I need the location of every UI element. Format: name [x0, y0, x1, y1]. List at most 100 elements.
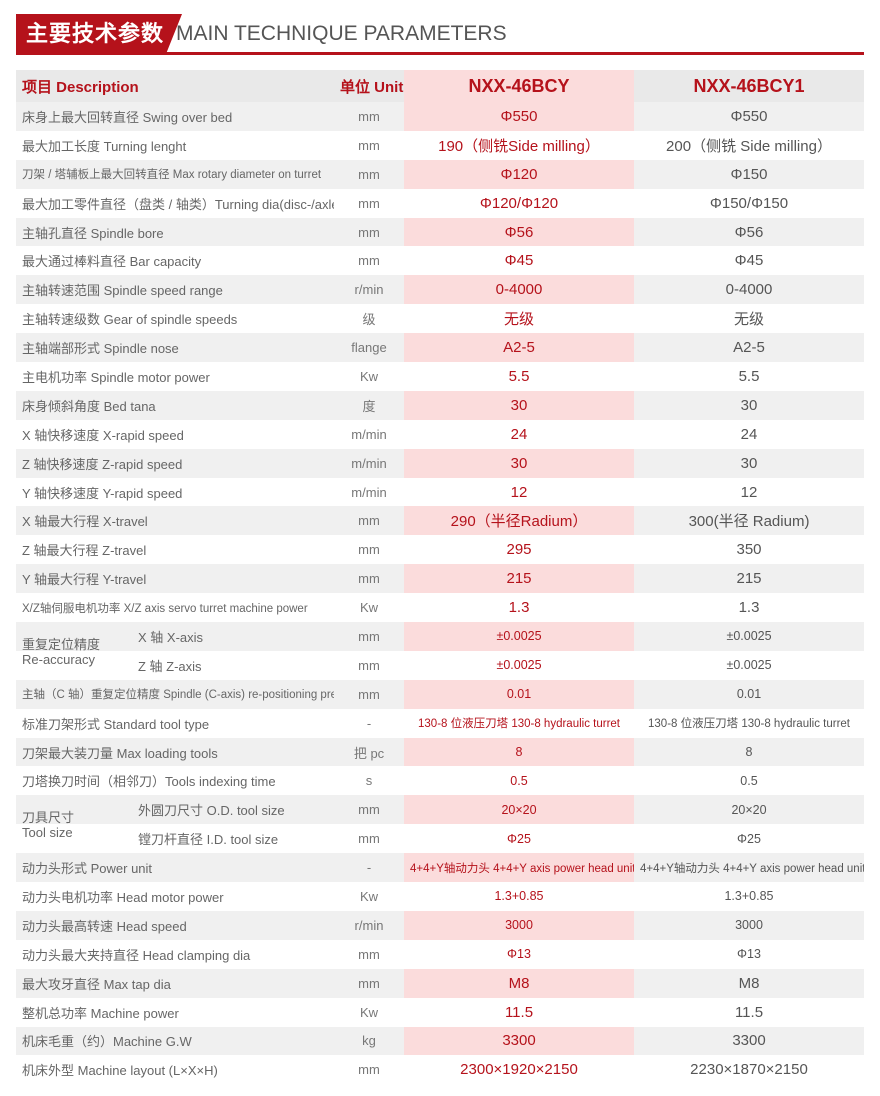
row-value-model-1: 295: [404, 535, 634, 565]
row-unit: mm: [334, 564, 404, 594]
row-value-model-2: Φ56: [634, 217, 864, 247]
table-row: 重复定位精度 X 轴 X-axis mm ±0.0025 ±0.0025: [16, 622, 864, 651]
table-row: 刀架最大装刀量 Max loading tools 把 pc 8 8: [16, 737, 864, 767]
row-value-model-2: 215: [634, 564, 864, 594]
table-row: 整机总功率 Machine power Kw 11.5 11.5: [16, 997, 864, 1027]
row-value-model-1: 3300: [404, 1026, 634, 1056]
row-unit: Kw: [334, 882, 404, 911]
table-row: 主电机功率 Spindle motor power Kw 5.5 5.5: [16, 362, 864, 391]
row-value-model-1: Φ120: [404, 159, 634, 189]
row-description: 动力头最高转速 Head speed: [16, 910, 334, 940]
row-value-model-1: 215: [404, 564, 634, 594]
section-header: 主要技术参数 MAIN TECHNIQUE PARAMETERS: [16, 14, 864, 56]
row-description: 动力头形式 Power unit: [16, 853, 334, 883]
row-value-model-2: 2230×1870×2150: [634, 1055, 864, 1085]
row-description: Tool size 镗刀杆直径 I.D. tool size: [16, 824, 334, 854]
row-value-model-1: 8: [404, 737, 634, 767]
row-value-model-1: 4+4+Y轴动力头 4+4+Y axis power head unit: [404, 853, 634, 883]
table-row: 主轴转速级数 Gear of spindle speeds 级无级 无级: [16, 304, 864, 334]
row-unit: m/min: [334, 448, 404, 478]
row-value-model-2: M8: [634, 968, 864, 998]
row-description: 动力头电机功率 Head motor power: [16, 882, 334, 911]
row-unit: -: [334, 708, 404, 738]
row-value-model-1: Φ25: [404, 824, 634, 854]
row-value-model-1: 11.5: [404, 997, 634, 1027]
row-value-model-1: 30: [404, 448, 634, 478]
row-description: 最大加工长度 Turning lenght: [16, 130, 334, 160]
row-description: 床身上最大回转直径 Swing over bed: [16, 102, 334, 131]
row-unit: mm: [334, 159, 404, 189]
table-row: Re-accuracy Z 轴 Z-axis mm ±0.0025 ±0.0025: [16, 650, 864, 680]
row-description: 主轴端部形式 Spindle nose: [16, 333, 334, 363]
row-description: 刀架最大装刀量 Max loading tools: [16, 737, 334, 767]
header-model-2: NXX-46BCY1: [634, 70, 864, 102]
row-value-model-1: 3000: [404, 910, 634, 940]
row-description: Re-accuracy Z 轴 Z-axis: [16, 650, 334, 680]
table-row: Y 轴快移速度 Y-rapid speed m/min 12 12: [16, 477, 864, 507]
parameters-table: 项目 Description 单位 Unit NXX-46BCY NXX-46B…: [16, 70, 864, 1085]
row-unit: mm: [334, 679, 404, 709]
row-unit: mm: [334, 939, 404, 969]
row-unit: 度: [334, 390, 404, 420]
row-unit: 级: [334, 304, 404, 334]
row-value-model-1: 0.01: [404, 679, 634, 709]
table-row: 最大通过棒料直径 Bar capacity mm Φ45 Φ45: [16, 246, 864, 276]
row-description: 主电机功率 Spindle motor power: [16, 362, 334, 391]
row-value-model-2: 3000: [634, 910, 864, 940]
row-value-model-2: 0.01: [634, 679, 864, 709]
row-description: 主轴（C 轴）重复定位精度 Spindle (C-axis) re-positi…: [16, 679, 334, 709]
table-row: 主轴转速范围 Spindle speed range r/min 0-4000 0-4…: [16, 275, 864, 305]
row-value-model-1: 5.5: [404, 362, 634, 391]
row-unit: mm: [334, 246, 404, 276]
row-value-model-2: ±0.0025: [634, 622, 864, 651]
table-row: 最大加工零件直径（盘类 / 轴类）Turning dia(disc-/axle)…: [16, 188, 864, 218]
row-value-model-1: 290（半径Radium）: [404, 506, 634, 536]
row-value-model-2: 5.5: [634, 362, 864, 391]
row-description: 最大通过棒料直径 Bar capacity: [16, 246, 334, 276]
row-value-model-2: 24: [634, 419, 864, 449]
row-description: 刀塔换刀时间（相邻刀）Tools indexing time: [16, 766, 334, 796]
group-label-en: Re-accuracy: [22, 651, 95, 667]
row-value-model-2: 8: [634, 737, 864, 767]
row-description: 标准刀架形式 Standard tool type: [16, 708, 334, 738]
header-description: 项目 Description: [16, 70, 334, 102]
row-description: 主轴转速范围 Spindle speed range: [16, 275, 334, 305]
table-row: 动力头最大夹持直径 Head clamping dia mm Φ13 Φ13: [16, 939, 864, 969]
row-value-model-1: ±0.0025: [404, 622, 634, 651]
row-description: 动力头最大夹持直径 Head clamping dia: [16, 939, 334, 969]
row-description: 刀架 / 塔辅板上最大回转直径 Max rotary diameter on t…: [16, 159, 334, 189]
row-unit: mm: [334, 968, 404, 998]
row-value-model-2: Φ150: [634, 159, 864, 189]
row-unit: m/min: [334, 419, 404, 449]
row-description: X/Z轴伺服电机功率 X/Z axis servo turret machine…: [16, 593, 334, 623]
row-value-model-1: ±0.0025: [404, 650, 634, 680]
row-value-model-1: 190（侧铣Side milling）: [404, 130, 634, 160]
row-description: 机床外型 Machine layout (L×X×H): [16, 1055, 334, 1085]
row-unit: r/min: [334, 275, 404, 305]
row-value-model-1: 1.3: [404, 593, 634, 623]
row-description: Z 轴快移速度 Z-rapid speed: [16, 448, 334, 478]
table-row: X/Z轴伺服电机功率 X/Z axis servo turret machine…: [16, 593, 864, 623]
table-row: 刀架 / 塔辅板上最大回转直径 Max rotary diameter on t…: [16, 159, 864, 189]
row-description: 机床毛重（约）Machine G.W: [16, 1026, 334, 1056]
row-description: X 轴最大行程 X-travel: [16, 506, 334, 536]
row-value-model-2: 350: [634, 535, 864, 565]
table-row: 机床毛重（约）Machine G.W kg 3300 3300: [16, 1026, 864, 1056]
header-divider: [16, 52, 864, 55]
row-value-model-1: 24: [404, 419, 634, 449]
row-description: 床身倾斜角度 Bed tana: [16, 390, 334, 420]
table-row: Tool size 镗刀杆直径 I.D. tool size mm Φ25 Φ25: [16, 824, 864, 854]
table-row: 刀具尺寸 外圆刀尺寸 O.D. tool size mm 20×20 20×20: [16, 795, 864, 825]
row-value-model-1: Φ120/Φ120: [404, 188, 634, 218]
row-description: 主轴孔直径 Spindle bore: [16, 217, 334, 247]
row-value-model-2: 0.5: [634, 766, 864, 796]
row-value-model-1: 无级: [404, 304, 634, 334]
group-sub-description: 镗刀杆直径 I.D. tool size: [138, 832, 279, 848]
row-value-model-1: 30: [404, 390, 634, 420]
group-sub-description: X 轴 X-axis: [138, 629, 204, 645]
group-label-cn: 刀具尺寸: [22, 810, 75, 825]
section-title-en: MAIN TECHNIQUE PARAMETERS: [176, 22, 507, 45]
row-unit: mm: [334, 650, 404, 680]
row-value-model-2: 20×20: [634, 795, 864, 825]
row-value-model-1: Φ56: [404, 217, 634, 247]
